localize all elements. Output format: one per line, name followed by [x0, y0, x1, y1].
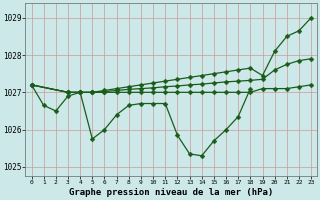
X-axis label: Graphe pression niveau de la mer (hPa): Graphe pression niveau de la mer (hPa) — [69, 188, 274, 197]
